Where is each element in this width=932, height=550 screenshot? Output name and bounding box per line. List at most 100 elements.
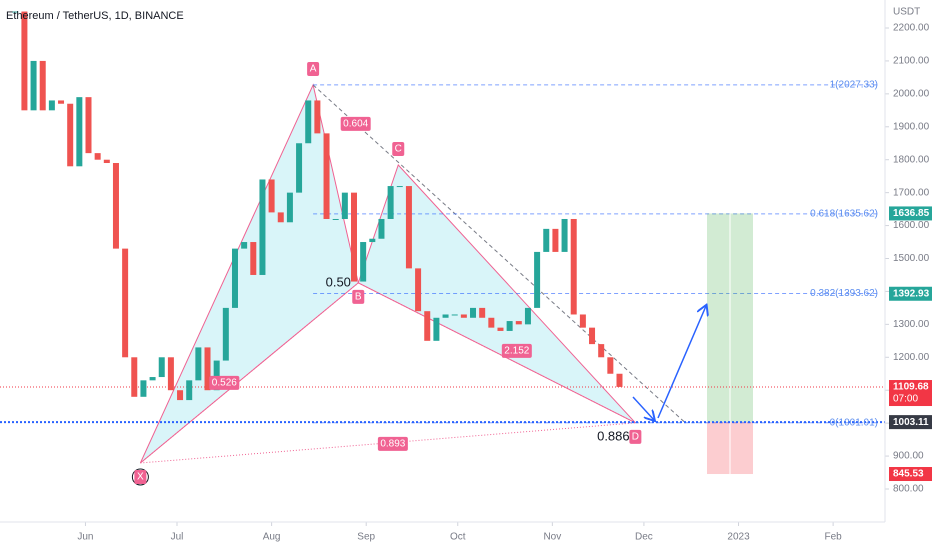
- price-badge: [889, 206, 932, 221]
- candle: [30, 60, 37, 111]
- price-badge: [889, 286, 932, 301]
- candle: [222, 307, 229, 361]
- candle: [131, 357, 138, 397]
- candle: [607, 357, 614, 374]
- overlay: 1(2027.33) 0.618(1635.62) 0.382(1393.62) 0(…: [131, 61, 878, 486]
- candle: [405, 186, 412, 269]
- candle: [369, 238, 376, 243]
- x-tick-label: Nov: [543, 532, 561, 543]
- candle: [103, 159, 110, 164]
- ratio-badge: [501, 343, 532, 358]
- x-tick-label: Jun: [77, 532, 93, 543]
- y-tick-label: 2100.00: [893, 56, 930, 67]
- ratio-badge: [340, 116, 371, 131]
- fib-label: 1(2027.33): [830, 79, 878, 90]
- candle: [268, 179, 275, 213]
- y-tick-label: 1800.00: [893, 154, 930, 165]
- candle: [479, 307, 486, 318]
- point-label: A: [310, 64, 317, 75]
- candle: [305, 100, 312, 144]
- candle: [378, 218, 385, 239]
- ratio-label: 0.526: [212, 378, 237, 389]
- point-label: X: [137, 472, 144, 483]
- candle: [589, 327, 596, 345]
- point-badge: [392, 141, 405, 156]
- y-tick-label: 2000.00: [893, 88, 930, 99]
- ratio-label: 0.893: [380, 439, 405, 450]
- candle: [140, 380, 147, 397]
- candle: [186, 380, 193, 401]
- candle: [94, 153, 101, 160]
- candle: [12, 11, 19, 13]
- ratio-label: 0.50: [326, 274, 351, 289]
- bd-line: [358, 282, 636, 424]
- candle: [616, 373, 623, 387]
- arrow: [632, 396, 654, 420]
- candle: [351, 192, 357, 282]
- candle: [21, 11, 28, 111]
- price-badge-label: 1109.68: [893, 382, 929, 393]
- plot-area: [0, 11, 885, 475]
- x-tick-label: Oct: [450, 532, 466, 543]
- candle: [561, 218, 568, 252]
- candle: [451, 314, 458, 316]
- price-badge-label: 1003.11: [893, 417, 929, 428]
- candle: [296, 143, 303, 193]
- price-badge: [889, 467, 932, 482]
- x-tick-label: 2023: [727, 532, 750, 543]
- candle: [149, 377, 156, 381]
- candle: [241, 242, 248, 249]
- candle: [497, 327, 504, 331]
- countdown: 07:00: [893, 394, 918, 405]
- candle: [76, 97, 83, 167]
- candle: [250, 242, 257, 275]
- candle: [158, 357, 165, 378]
- point-label: D: [632, 431, 639, 442]
- candle: [58, 100, 65, 104]
- point-badge: [307, 61, 320, 76]
- candle: [341, 192, 348, 219]
- candle: [259, 179, 266, 275]
- candle: [543, 228, 550, 252]
- candle: [122, 248, 129, 358]
- price-badge-label: 845.53: [893, 469, 924, 480]
- price-badge-label: 1636.85: [893, 208, 930, 219]
- point-badge: [134, 469, 147, 484]
- point-badge: [629, 429, 642, 444]
- candle: [85, 97, 92, 154]
- point-label: B: [355, 292, 362, 303]
- price-badge-label: 1392.93: [893, 288, 930, 299]
- candle: [433, 317, 440, 341]
- candle: [360, 242, 367, 282]
- candle: [488, 317, 495, 328]
- currency: USDT: [893, 7, 920, 18]
- ratio-badge: [377, 436, 408, 451]
- candle: [195, 347, 202, 381]
- y-tick-label: 1600.00: [893, 220, 930, 231]
- candle: [204, 347, 211, 391]
- fib-label: 0.382(1393.62): [810, 288, 878, 299]
- ratio-label: 0.886: [597, 428, 630, 443]
- xb-line: [140, 282, 359, 464]
- chart-title: Ethereum / TetherUS, 1D, BINANCE: [6, 10, 184, 22]
- candle: [167, 357, 174, 391]
- price-badge: [889, 415, 932, 430]
- candle: [314, 100, 321, 134]
- candle: [515, 321, 522, 325]
- y-tick-label: 1200.00: [893, 352, 930, 363]
- candle: [552, 228, 559, 252]
- candle: [67, 103, 74, 167]
- ratio-label: 0.604: [343, 119, 368, 130]
- candle: [442, 314, 449, 318]
- x-tick-label: Aug: [263, 532, 281, 543]
- candle: [598, 344, 605, 358]
- y-tick-label: 800.00: [893, 484, 924, 495]
- x-tick-label: Dec: [635, 532, 653, 543]
- ratio-label: 2.152: [504, 345, 529, 356]
- arrow: [657, 306, 706, 419]
- x-tick-label: Feb: [825, 532, 843, 543]
- candle: [231, 248, 238, 308]
- candle: [570, 218, 577, 315]
- fib-label: 0.618(1635.62): [810, 208, 878, 219]
